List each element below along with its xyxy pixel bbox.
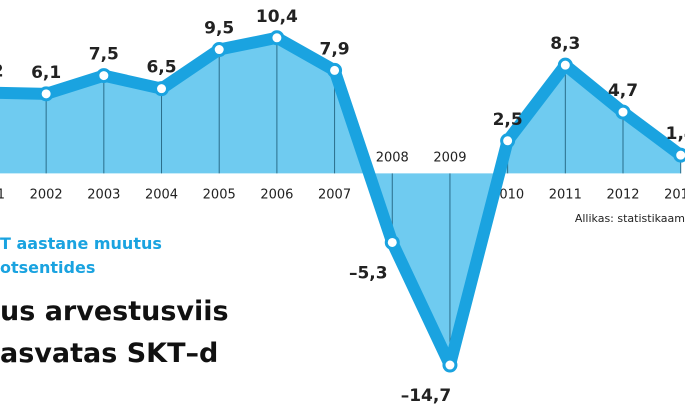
marker — [211, 42, 227, 58]
x-tick-label: 2012 — [606, 187, 639, 202]
x-tick-label: 2011 — [549, 187, 582, 202]
value-label: 1,4 — [666, 124, 685, 144]
title: us arvestusviis — [0, 296, 229, 327]
value-label: 7,5 — [89, 45, 119, 65]
marker — [557, 57, 573, 73]
value-label: 9,5 — [204, 19, 234, 39]
marker — [38, 86, 54, 102]
subtitle: otsentides — [0, 258, 95, 277]
x-tick-label: 2007 — [318, 187, 351, 202]
value-label: 4,7 — [608, 81, 638, 101]
area-fill — [0, 37, 681, 366]
marker — [154, 81, 170, 97]
value-label: 2,5 — [493, 110, 523, 130]
value-label: 8,3 — [550, 34, 580, 54]
x-tick-label: 2009 — [433, 150, 466, 165]
marker — [442, 357, 458, 373]
marker — [269, 30, 285, 46]
title: asvatas SKT–d — [0, 338, 218, 369]
value-label: 10,4 — [256, 7, 298, 27]
x-tick-label: 2002 — [30, 187, 63, 202]
subtitle: T aastane muutus — [0, 234, 162, 253]
x-tick-label: 2003 — [87, 187, 120, 202]
marker — [327, 62, 343, 78]
x-tick-label: 2013 — [664, 187, 685, 202]
x-tick-label: 2004 — [145, 187, 178, 202]
value-label: –5,3 — [349, 263, 388, 283]
value-label: 6,5 — [146, 58, 176, 78]
marker — [615, 104, 631, 120]
value-label: 6,2 — [0, 62, 4, 82]
x-tick-label: 2006 — [260, 187, 293, 202]
value-label: 6,1 — [31, 63, 61, 83]
value-label: –14,7 — [401, 386, 451, 406]
marker — [500, 133, 516, 149]
marker — [384, 234, 400, 250]
x-tick-label: 2001 — [0, 187, 5, 202]
marker — [96, 68, 112, 84]
plot: 2001200220032004200520062007200820092010… — [0, 7, 685, 406]
x-tick-label: 2005 — [203, 187, 236, 202]
value-label: 7,9 — [320, 39, 350, 59]
source: Allikas: statistikaam — [575, 212, 685, 225]
x-tick-label: 2008 — [376, 150, 409, 165]
marker — [673, 147, 685, 163]
